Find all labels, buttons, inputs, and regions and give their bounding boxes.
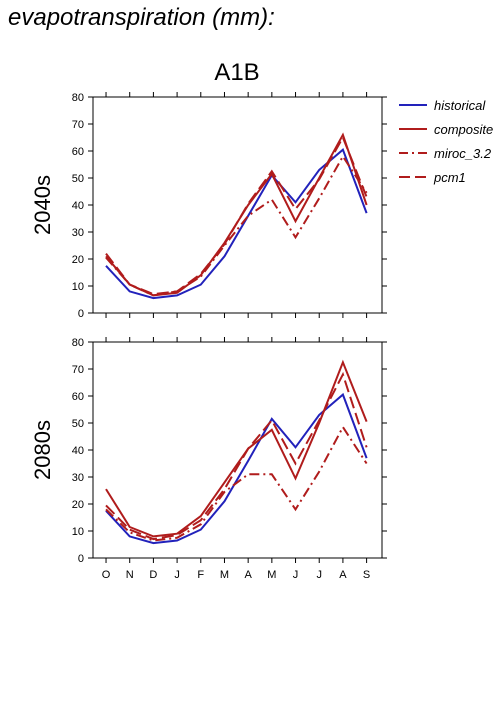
chart-panel-2040s: 0 10 20 30 40 50 60 70 80 2040s (30, 92, 387, 320)
y-tick-label: 10 (72, 526, 84, 538)
x-tick-label: N (126, 569, 134, 581)
y-tick-label: 60 (72, 146, 84, 158)
y-tick-label: 30 (72, 472, 84, 484)
x-tick-label: J (174, 569, 180, 581)
x-tick-label: M (220, 569, 229, 581)
y-tick-label: 50 (72, 173, 84, 185)
series-line-composite (105, 132, 368, 297)
y-tick-label: 50 (72, 418, 84, 430)
y-tick-label: 20 (72, 254, 84, 266)
page-title: evapotranspiration (mm): (8, 4, 275, 31)
y-tick-label: 40 (72, 445, 84, 457)
panel-label: 2040s (30, 175, 55, 235)
legend: historical composite miroc_3.2 pcm1 (399, 98, 493, 185)
legend-label: pcm1 (433, 170, 466, 185)
y-tick-label: 30 (72, 227, 84, 239)
x-tick-label: O (102, 569, 111, 581)
y-tick-label: 70 (72, 364, 84, 376)
x-tick-label: A (339, 569, 347, 581)
chart-panel-2080s: 0 10 20 30 40 50 60 70 80 O N D J F M A M J J A S 2080s (30, 337, 387, 581)
x-tick-label: J (293, 569, 299, 581)
y-tick-label: 40 (72, 200, 84, 212)
y-tick-label: 10 (72, 281, 84, 293)
y-tick-label: 70 (72, 119, 84, 131)
series-line-pcm1 (105, 135, 368, 296)
x-tick-label: A (244, 569, 252, 581)
panels: 0 10 20 30 40 50 60 70 80 2040s 0 10 20 30 40 50 60 70 80 O… (30, 92, 387, 581)
y-tick-label: 0 (78, 308, 84, 320)
series-line-miroc-3-2 (105, 425, 368, 542)
panel-label: 2080s (30, 420, 55, 480)
series-line-pcm1 (105, 371, 368, 541)
series-line-historical (105, 148, 368, 300)
y-tick-label: 80 (72, 92, 84, 104)
legend-label: miroc_3.2 (434, 146, 492, 161)
x-tick-label: S (363, 569, 370, 581)
plot-frame (92, 96, 383, 314)
x-tick-label: M (267, 569, 276, 581)
legend-label: composite (434, 122, 493, 137)
legend-label: historical (434, 98, 486, 113)
scenario-label: A1B (214, 59, 259, 86)
y-tick-label: 80 (72, 337, 84, 349)
series-line-composite (105, 359, 368, 538)
y-tick-label: 60 (72, 391, 84, 403)
x-tick-label: D (149, 569, 157, 581)
y-tick-label: 20 (72, 499, 84, 511)
x-tick-label: F (197, 569, 204, 581)
x-tick-label: J (316, 569, 322, 581)
y-tick-label: 0 (78, 553, 84, 565)
